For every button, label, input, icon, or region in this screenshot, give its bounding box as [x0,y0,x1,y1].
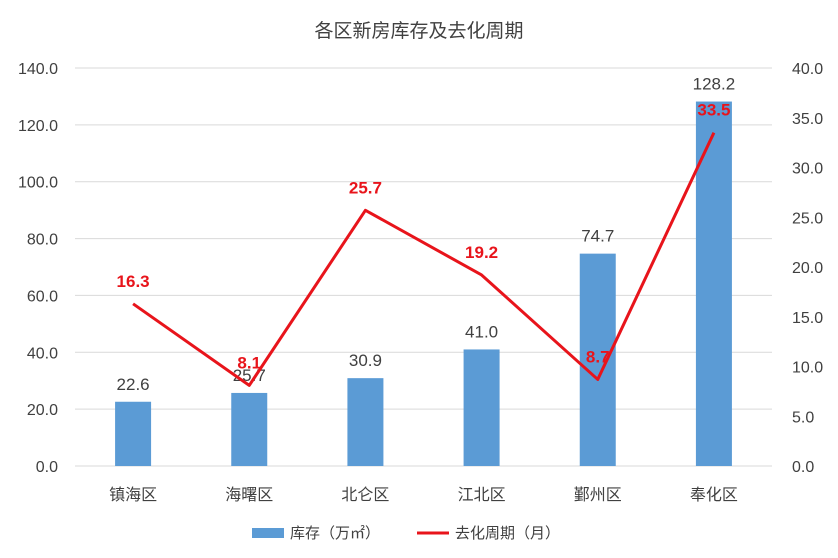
category-label: 鄞州区 [574,485,622,504]
left-tick-label: 80.0 [27,232,58,249]
right-tick-label: 20.0 [792,260,823,277]
right-tick-label: 40.0 [792,61,823,78]
category-axis: 镇海区 海曙区 北仑区 江北区 鄞州区 奉化区 [109,485,738,504]
line-data-label: 25.7 [349,178,382,197]
bar [347,378,384,466]
chart-title: 各区新房库存及去化周期 [314,20,523,42]
right-tick-label: 15.0 [792,310,823,327]
line-data-label: 16.3 [117,272,150,291]
bar [231,392,268,466]
line-data-label: 8.1 [237,353,261,372]
bar [115,401,152,466]
left-tick-label: 20.0 [27,402,58,419]
bar [579,253,616,466]
line-data-label: 33.5 [697,101,730,120]
legend-label-line: 去化周期（月） [455,524,560,542]
bar-data-label: 30.9 [349,351,382,370]
right-tick-label: 10.0 [792,360,823,377]
legend-label-bar: 库存（万㎡） [290,524,380,542]
right-tick-label: 5.0 [792,409,814,426]
right-tick-label: 0.0 [792,459,814,476]
category-label: 江北区 [458,485,506,504]
left-tick-label: 100.0 [18,175,58,192]
legend: 库存（万㎡） 去化周期（月） [252,524,560,542]
right-tick-label: 35.0 [792,111,823,128]
right-tick-label: 25.0 [792,210,823,227]
left-tick-label: 0.0 [36,459,58,476]
bar [695,101,732,466]
left-tick-label: 140.0 [18,61,58,78]
legend-swatch-bar [252,528,284,538]
category-label: 北仑区 [341,485,389,504]
left-tick-label: 60.0 [27,288,58,305]
left-axis: 0.0 20.0 40.0 60.0 80.0 100.0 120.0 140.0 [18,61,58,476]
line-data-label: 19.2 [465,243,498,262]
right-tick-label: 30.0 [792,161,823,178]
bar [463,349,500,466]
series-line [132,132,716,387]
left-tick-label: 40.0 [27,345,58,362]
category-label: 奉化区 [690,485,738,504]
line-series: 16.3 8.1 25.7 19.2 8.7 33.5 [117,101,730,387]
bar-data-label: 22.6 [117,375,150,394]
bar-data-label: 128.2 [693,75,736,94]
bar-data-label: 74.7 [581,227,614,246]
right-axis: 0.0 5.0 10.0 15.0 20.0 25.0 30.0 35.0 40.0 [792,61,823,476]
line-data-label: 8.7 [586,347,610,366]
bar-series: 22.6 25.7 30.9 41.0 74.7 128.2 [115,75,735,466]
category-label: 镇海区 [109,485,157,504]
left-tick-label: 120.0 [18,118,58,135]
bar-data-label: 41.0 [465,322,498,341]
category-label: 海曙区 [225,485,273,504]
gridlines [75,67,772,467]
